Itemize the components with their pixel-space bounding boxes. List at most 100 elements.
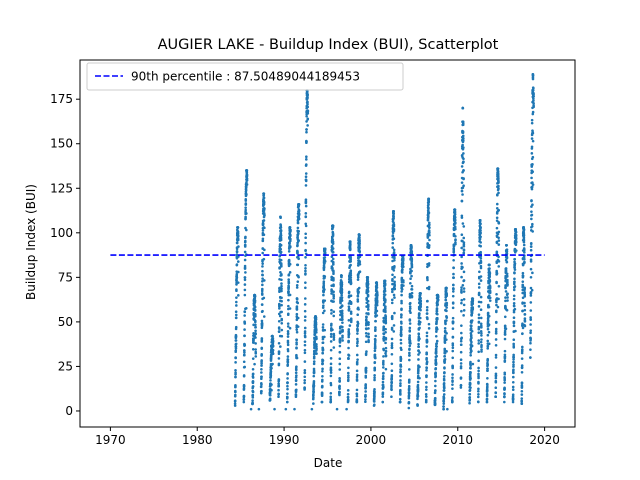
data-point <box>356 298 360 301</box>
data-point <box>459 358 463 362</box>
data-point <box>442 389 446 392</box>
data-point <box>529 245 533 248</box>
data-point <box>254 332 257 336</box>
data-point <box>393 275 396 279</box>
data-point <box>461 106 465 110</box>
legend-entry-percentile: 90th percentile : 87.50489044189453 <box>131 70 360 84</box>
data-point <box>390 381 394 385</box>
data-point <box>338 362 342 366</box>
data-point <box>504 327 508 331</box>
data-point <box>392 210 395 213</box>
data-point <box>435 339 439 343</box>
data-point <box>459 376 463 379</box>
data-point <box>477 376 480 380</box>
data-point <box>445 350 448 353</box>
data-point <box>529 341 532 345</box>
data-point <box>366 286 370 289</box>
data-point <box>486 383 489 387</box>
data-point <box>244 271 247 274</box>
data-point <box>340 283 344 286</box>
data-point <box>495 241 499 245</box>
data-point <box>340 299 344 302</box>
data-point <box>495 269 498 273</box>
data-point <box>251 372 255 376</box>
data-point <box>392 330 396 333</box>
data-point <box>497 255 500 259</box>
data-point <box>287 304 290 308</box>
data-point <box>254 323 257 327</box>
data-point <box>252 341 255 344</box>
data-point <box>503 395 506 399</box>
data-point <box>338 393 341 397</box>
data-point <box>289 237 292 241</box>
data-point <box>410 258 414 262</box>
data-point <box>261 239 265 243</box>
data-point <box>296 316 300 320</box>
data-point <box>349 276 353 279</box>
data-point <box>408 336 411 339</box>
data-point <box>410 284 414 288</box>
data-point <box>382 371 385 375</box>
data-point <box>477 282 481 286</box>
data-point <box>349 281 353 285</box>
data-point <box>322 265 326 269</box>
data-point <box>340 287 344 291</box>
data-point <box>408 347 411 351</box>
data-point <box>287 281 291 285</box>
data-point <box>261 251 265 255</box>
data-point <box>279 226 283 229</box>
data-point <box>295 346 298 350</box>
data-point <box>512 338 516 342</box>
data-point <box>245 228 248 232</box>
data-point <box>479 235 482 239</box>
data-point <box>522 226 525 229</box>
data-point <box>254 329 257 333</box>
data-point <box>451 356 455 360</box>
data-point <box>419 305 422 308</box>
data-point <box>514 227 517 231</box>
data-point <box>400 271 404 274</box>
data-point <box>235 279 238 283</box>
data-point <box>384 367 388 371</box>
data-point <box>408 339 412 343</box>
data-point <box>434 350 438 354</box>
data-point <box>479 229 482 232</box>
data-point <box>243 322 247 325</box>
data-point <box>445 338 448 341</box>
data-point <box>245 173 249 177</box>
data-point <box>349 243 352 246</box>
data-point <box>321 362 324 365</box>
data-point <box>417 358 420 361</box>
data-point <box>323 275 327 278</box>
data-point <box>357 308 360 311</box>
data-point <box>469 371 472 374</box>
data-point <box>287 250 291 253</box>
data-point <box>398 397 402 401</box>
data-point <box>273 407 276 411</box>
data-point <box>460 301 463 305</box>
data-point <box>452 232 456 236</box>
data-point <box>523 317 527 320</box>
data-point <box>443 341 447 344</box>
data-point <box>286 395 289 399</box>
data-point <box>280 273 283 276</box>
data-point <box>261 279 264 283</box>
data-point <box>442 400 446 403</box>
data-point <box>234 313 238 317</box>
data-point <box>374 326 377 329</box>
data-point <box>530 176 533 180</box>
data-point <box>451 387 454 390</box>
data-point <box>312 394 315 397</box>
data-point <box>332 338 336 341</box>
data-point <box>245 169 248 172</box>
data-point <box>244 206 247 209</box>
data-point <box>356 275 360 279</box>
data-point <box>520 389 524 393</box>
data-point <box>442 405 445 408</box>
data-point <box>366 308 370 311</box>
data-point <box>488 299 492 302</box>
data-point <box>373 353 377 357</box>
data-point <box>392 248 396 252</box>
data-point <box>523 261 526 264</box>
data-point <box>532 86 535 90</box>
